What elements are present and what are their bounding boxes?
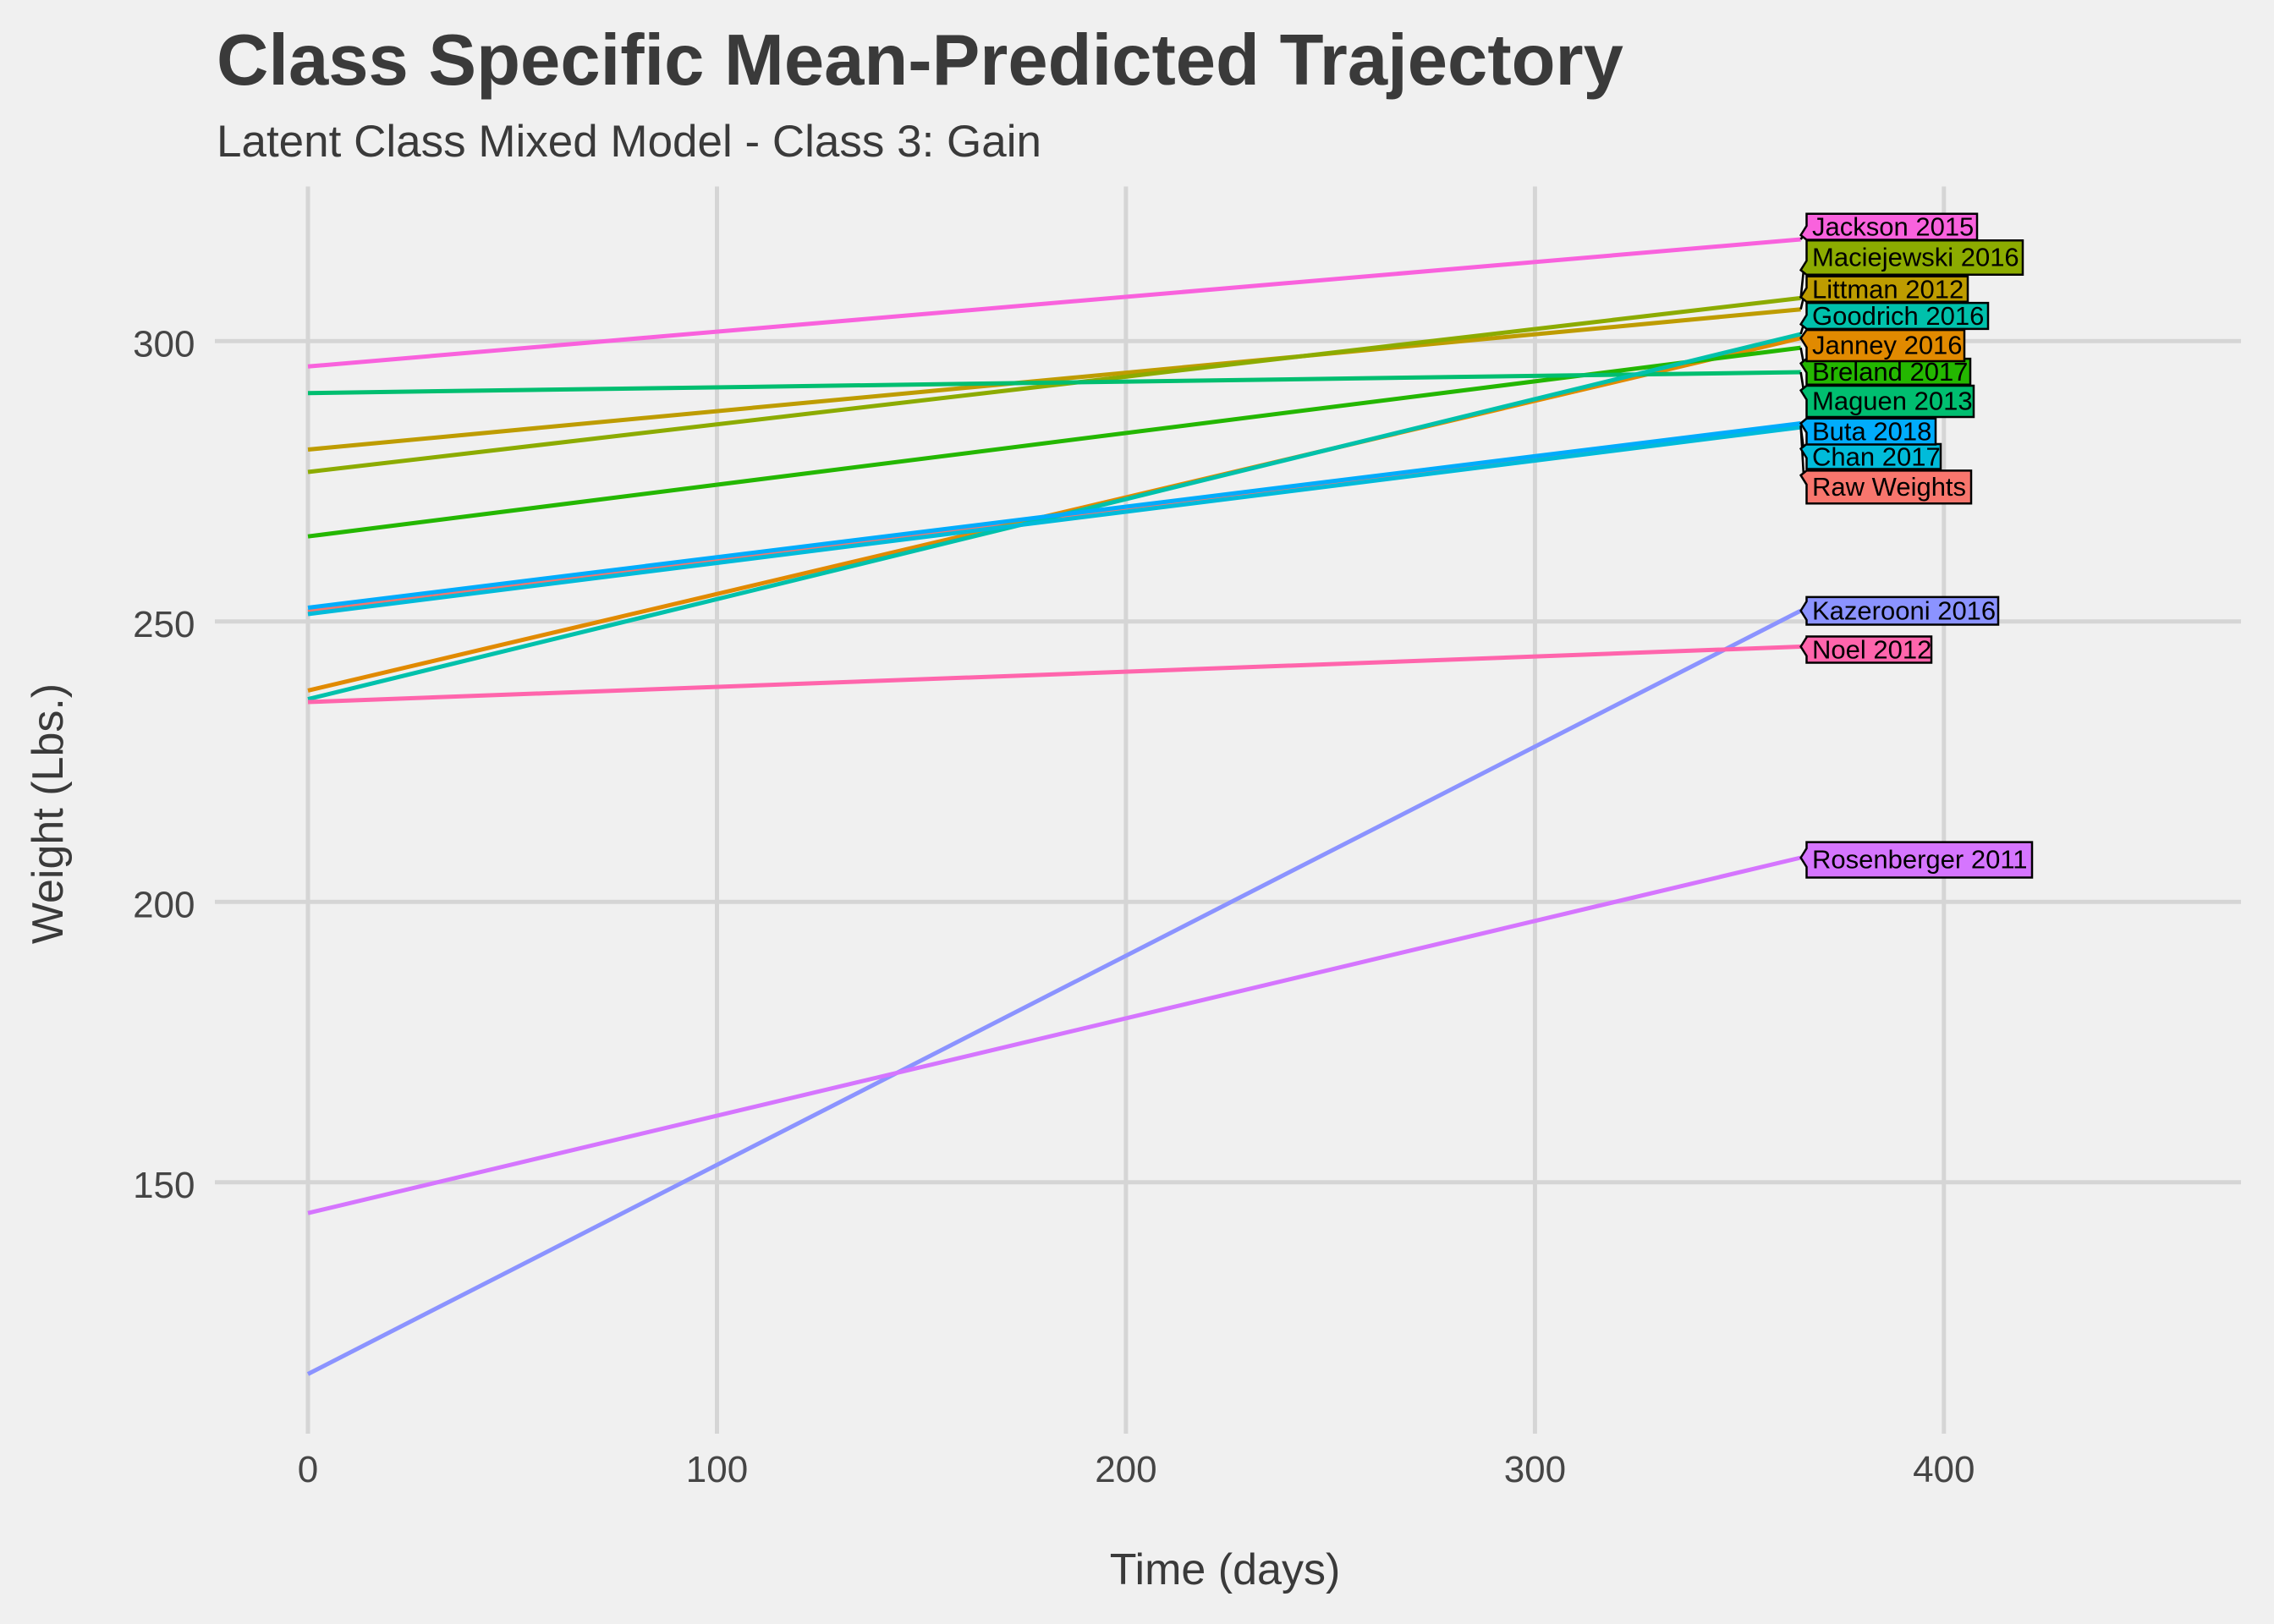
svg-text:Janney 2016: Janney 2016 — [1812, 331, 1963, 360]
svg-text:Class Specific Mean-Predicted: Class Specific Mean-Predicted Trajectory — [217, 20, 1623, 101]
svg-text:200: 200 — [1095, 1449, 1156, 1490]
svg-text:Latent Class Mixed Model - Cla: Latent Class Mixed Model - Class 3: Gain — [217, 117, 1041, 167]
svg-text:Buta 2018: Buta 2018 — [1812, 417, 1931, 447]
svg-text:Littman 2012: Littman 2012 — [1812, 274, 1964, 304]
svg-text:Jackson 2015: Jackson 2015 — [1812, 212, 1974, 242]
svg-text:150: 150 — [133, 1165, 195, 1206]
svg-text:0: 0 — [298, 1449, 318, 1490]
svg-text:300: 300 — [1504, 1449, 1566, 1490]
svg-text:200: 200 — [133, 884, 195, 925]
svg-text:Raw Weights: Raw Weights — [1812, 472, 1966, 502]
svg-text:Noel 2012: Noel 2012 — [1812, 635, 1931, 665]
svg-text:100: 100 — [686, 1449, 748, 1490]
svg-text:Rosenberger 2011: Rosenberger 2011 — [1812, 845, 2028, 875]
svg-text:250: 250 — [133, 604, 195, 645]
svg-text:300: 300 — [133, 323, 195, 365]
svg-text:Maguen 2013: Maguen 2013 — [1812, 387, 1973, 416]
svg-text:Time (days): Time (days) — [1110, 1545, 1341, 1594]
svg-text:400: 400 — [1913, 1449, 1975, 1490]
svg-text:Kazerooni 2016: Kazerooni 2016 — [1812, 596, 1996, 626]
svg-text:Chan 2017: Chan 2017 — [1812, 442, 1941, 471]
svg-text:Maciejewski 2016: Maciejewski 2016 — [1812, 243, 2019, 272]
svg-text:Breland 2017: Breland 2017 — [1812, 357, 1968, 387]
svg-text:Goodrich 2016: Goodrich 2016 — [1812, 301, 1984, 331]
svg-text:Weight (Lbs.): Weight (Lbs.) — [24, 683, 73, 944]
